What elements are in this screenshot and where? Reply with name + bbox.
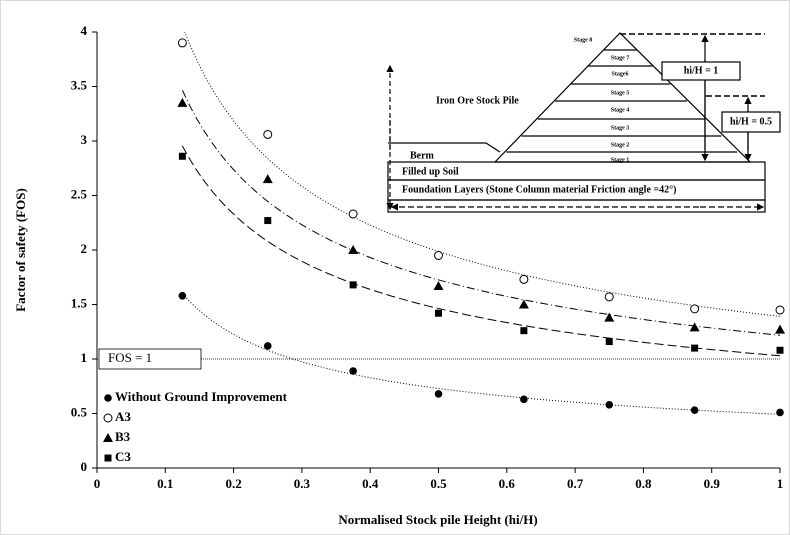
stage-label: Stage6 <box>612 71 629 77</box>
y-tick-label: 2 <box>81 241 88 256</box>
x-axis-label: Normalised Stock pile Height (hi/H) <box>338 512 537 527</box>
point <box>263 342 272 350</box>
point <box>776 346 784 354</box>
point <box>604 312 615 322</box>
x-tick-label: 0 <box>94 476 101 491</box>
legend-label: B3 <box>115 429 131 444</box>
stage-label: Stage 2 <box>611 142 630 148</box>
trendline <box>182 293 780 415</box>
point <box>520 395 528 404</box>
point <box>178 291 187 300</box>
stage-label: Stage 7 <box>611 55 630 61</box>
y-tick-label: 0 <box>81 459 88 474</box>
x-tick-label: 0.2 <box>225 476 241 491</box>
reference-label-box <box>98 348 202 370</box>
x-tick-label: 0.6 <box>499 476 516 491</box>
inset-label: Foundation Layers (Stone Column material… <box>402 184 676 195</box>
inset-label: hi/H = 1 <box>684 65 719 76</box>
point <box>520 327 528 335</box>
point <box>605 338 613 346</box>
inset-diagram <box>386 32 781 213</box>
berm-line <box>388 142 501 153</box>
y-tick-label: 3 <box>81 132 88 147</box>
legend-label: Without Ground Improvement <box>115 389 288 404</box>
legend-marker <box>104 394 112 402</box>
label-box <box>661 61 741 81</box>
legend-marker <box>103 433 113 442</box>
stage-label: Stage 4 <box>611 107 630 113</box>
x-tick-label: 1 <box>777 476 784 491</box>
x-tick-label: 0.5 <box>430 476 447 491</box>
point <box>349 281 357 289</box>
point <box>604 292 614 302</box>
y-tick-label: 4 <box>81 23 88 38</box>
x-tick-label: 0.9 <box>704 476 721 491</box>
x-tick-label: 0.7 <box>567 476 584 491</box>
trendlines <box>181 32 780 415</box>
legend-marker <box>104 454 112 462</box>
point <box>605 400 614 409</box>
point <box>519 274 529 284</box>
foundation-base <box>387 199 766 213</box>
point <box>775 324 785 334</box>
point <box>177 97 188 107</box>
y-tick-label: 3.5 <box>71 77 88 92</box>
inset-label: hi/H = 0.5 <box>730 116 772 127</box>
x-tick-label: 0.3 <box>294 476 311 491</box>
legend-label: A3 <box>115 409 131 424</box>
stage-label: Stage 8 <box>574 37 593 43</box>
point <box>178 152 186 160</box>
inset-label: Filled up Soil <box>402 166 459 177</box>
y-axis-label: Factor of safety (FOS) <box>13 188 28 312</box>
point <box>689 322 700 332</box>
point <box>264 217 272 225</box>
point <box>775 305 785 315</box>
reference-label: FOS = 1 <box>108 350 152 365</box>
point <box>691 344 699 352</box>
point <box>690 406 699 415</box>
point <box>177 38 187 48</box>
legend-label: C3 <box>115 449 131 464</box>
trendline <box>184 32 780 317</box>
trendline <box>181 89 780 336</box>
label-box <box>721 111 781 133</box>
x-tick-label: 0.8 <box>635 476 652 491</box>
point <box>433 280 444 290</box>
point <box>263 129 273 139</box>
inset-label: Iron Ore Stock Pile <box>436 95 519 106</box>
point <box>434 390 443 398</box>
stage-label: Stage 5 <box>611 90 630 96</box>
y-tick-label: 1 <box>81 350 88 365</box>
point <box>518 299 529 309</box>
point <box>348 209 358 219</box>
y-tick-label: 2.5 <box>71 186 88 201</box>
point <box>776 408 784 417</box>
stage-label: Stage 3 <box>611 125 630 131</box>
y-tick-label: 1.5 <box>71 295 88 310</box>
point <box>348 245 359 254</box>
y-tick-label: 0.5 <box>71 404 88 419</box>
inset-label: Berm <box>410 150 435 161</box>
x-tick-label: 0.1 <box>157 476 173 491</box>
point <box>690 304 700 314</box>
trendline <box>181 145 780 357</box>
stage-label: Stage 1 <box>611 157 630 163</box>
point <box>435 309 442 317</box>
point <box>349 367 357 375</box>
point <box>434 250 443 260</box>
x-tick-label: 0.4 <box>362 476 379 491</box>
point <box>262 174 273 184</box>
legend-marker <box>103 413 113 423</box>
